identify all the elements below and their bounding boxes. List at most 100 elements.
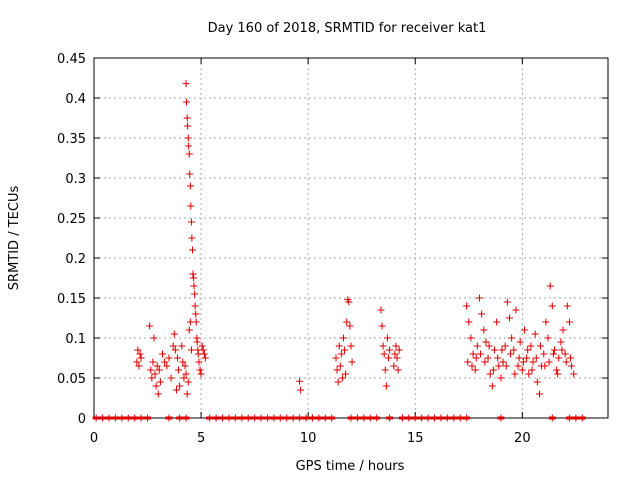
data-point [494,354,502,362]
x-tick-label: 15 [407,431,424,446]
data-point [182,80,190,88]
data-point [337,350,345,358]
data-point [531,330,539,338]
data-point [338,374,346,382]
y-tick-label: 0 [78,412,86,427]
data-point [336,362,344,370]
data-point [155,366,163,374]
data-point [550,346,558,354]
data-point [154,390,162,398]
chart-title: Day 160 of 2018, SRMTID for receiver kat… [208,21,487,36]
data-point [194,350,202,358]
data-point [394,366,402,374]
data-point [195,358,203,366]
data-point [184,134,192,142]
data-point [527,342,535,350]
data-point [147,366,155,374]
data-point [499,358,507,366]
data-point [332,354,340,362]
data-point [480,326,488,334]
data-point [178,342,186,350]
x-axis-label: GPS time / hours [296,459,405,474]
data-point [167,374,175,382]
data-point [193,338,201,346]
data-point [529,358,537,366]
data-point [537,342,545,350]
grid-layer [94,58,608,418]
data-point [378,322,386,330]
data-point [524,346,532,354]
data-point [523,354,531,362]
data-point [186,182,194,190]
data-point [493,318,501,326]
data-point [199,346,207,354]
data-point [542,318,550,326]
data-point [541,362,549,370]
data-point [346,322,354,330]
data-point [334,378,342,386]
data-point [182,370,190,378]
y-tick-label: 0.3 [65,172,86,187]
data-point [384,354,392,362]
data-point [555,354,563,362]
data-point [393,354,401,362]
data-point [379,342,387,350]
data-point [533,378,541,386]
data-point [570,370,578,378]
data-point [136,350,144,358]
data-point [380,350,388,358]
data-point [187,346,195,354]
data-point [377,306,385,314]
data-point [497,374,505,382]
data-point [150,334,158,342]
data-point [342,370,350,378]
data-point [553,366,561,374]
data-point [335,342,343,350]
data-point [516,338,524,346]
data-point [137,354,145,362]
x-tick-label: 20 [514,431,531,446]
data-point [149,358,157,366]
data-point [187,218,195,226]
data-point [386,346,394,354]
data-point [484,354,492,362]
data-point [528,366,536,374]
data-point [153,362,161,370]
data-point [478,310,486,318]
data-point [559,326,567,334]
data-point [176,382,184,390]
data-point [186,170,194,178]
data-point [554,370,562,378]
data-point [472,354,480,362]
data-point [381,366,389,374]
data-point [473,342,481,350]
points-layer [92,80,586,422]
data-point [180,374,188,382]
data-point [485,342,493,350]
data-point [159,350,167,358]
data-point [163,362,171,370]
data-point [183,114,191,122]
data-point [481,358,489,366]
data-point [172,386,180,394]
data-point [170,330,178,338]
data-point [297,386,305,394]
data-point [181,362,189,370]
data-point [477,350,485,358]
data-point [476,294,483,302]
data-point [508,334,516,342]
data-point [546,282,554,290]
data-point [557,338,565,346]
data-point [392,342,400,350]
data-point [561,350,569,358]
data-point [488,382,496,390]
data-point [501,342,509,350]
data-point [345,298,353,306]
data-point [188,234,196,242]
data-point [544,334,552,342]
data-point [341,346,349,354]
data-point [348,358,356,366]
y-tick-label: 0.1 [65,332,86,347]
data-point [190,282,198,290]
